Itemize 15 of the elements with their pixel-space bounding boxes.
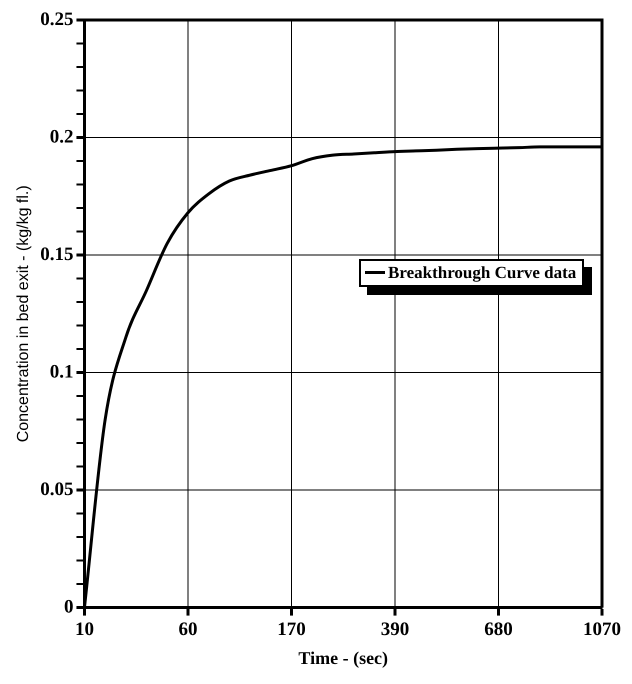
y-tick-label: 0.25	[40, 8, 74, 30]
y-tick-label: 0.2	[50, 126, 74, 148]
y-tick-label: 0.15	[40, 244, 74, 265]
y-axis-title: Concentration in bed exit - (kg/kg fl.)	[15, 185, 32, 442]
x-tick-label: 390	[380, 618, 410, 640]
x-tick-label: 680	[484, 618, 513, 640]
y-tick-label: 0	[64, 596, 74, 618]
x-tick-label: 10	[74, 618, 94, 640]
x-axis-title: Time - (sec)	[298, 648, 388, 668]
y-tick-label: 0.05	[40, 478, 74, 500]
x-tick-label: 1070	[583, 618, 621, 640]
x-tick-label: 60	[178, 618, 198, 640]
x-tick-label: 170	[277, 618, 306, 640]
y-tick-label: 0.1	[50, 361, 74, 382]
legend-label: Breakthrough Curve data	[388, 262, 576, 283]
